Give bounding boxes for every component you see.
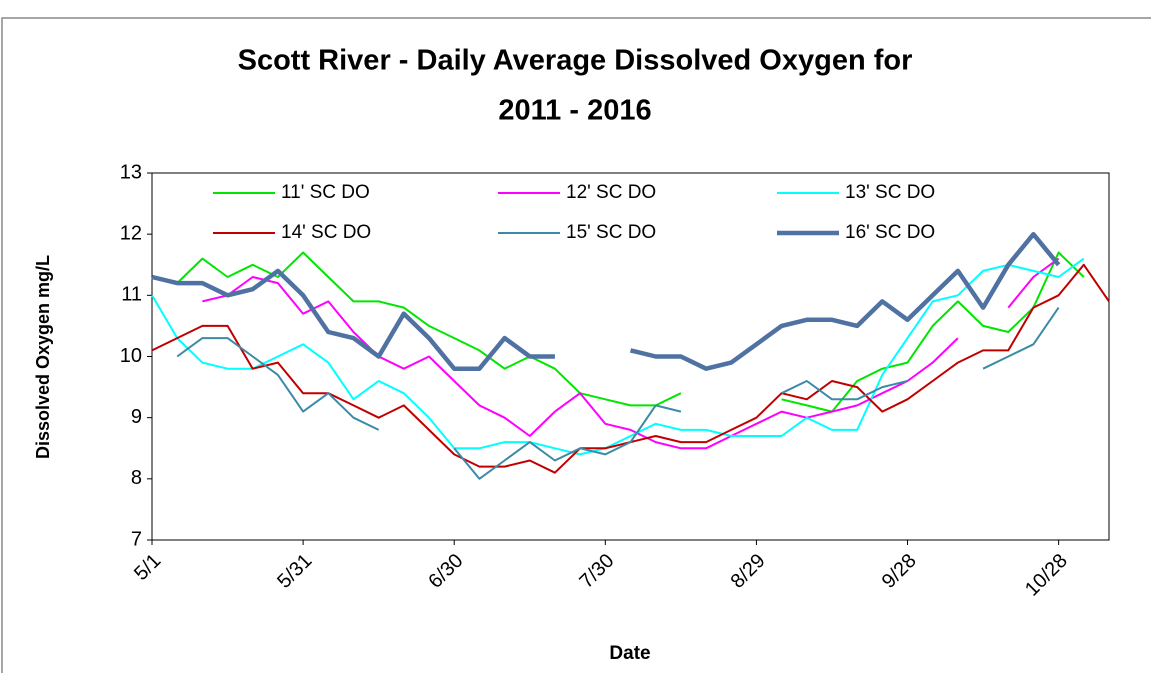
legend-label: 13' SC DO (845, 182, 935, 203)
x-tick-label: 5/1 (130, 550, 165, 585)
chart-title: Scott River - Daily Average Dissolved Ox… (238, 45, 913, 77)
y-tick-label: 12 (120, 222, 142, 244)
y-axis-title: Dissolved Oxygen mg/L (33, 255, 53, 459)
x-tick-label: 5/31 (273, 550, 316, 593)
chart-subtitle: 2011 - 2016 (498, 95, 651, 127)
series-line (982, 307, 1060, 370)
plot-area (151, 172, 1110, 541)
series-line (202, 276, 959, 450)
series-line (453, 404, 682, 480)
y-tick-label: 13 (120, 161, 142, 183)
y-tick-label: 8 (131, 467, 142, 489)
series-line (176, 337, 380, 431)
x-axis-title: Date (609, 643, 650, 664)
legend-label: 11' SC DO (281, 182, 370, 203)
x-tick-label: 9/28 (878, 550, 921, 593)
legend-label: 12' SC DO (566, 182, 656, 203)
series-line (629, 231, 1061, 371)
chart-frame (1, 17, 1151, 673)
series-line (151, 268, 555, 371)
x-tick-label: 6/30 (424, 550, 467, 593)
x-tick-label: 10/28 (1021, 550, 1072, 601)
x-tick-label: 8/29 (727, 550, 770, 593)
series-line (176, 251, 682, 407)
series-line (151, 257, 1085, 456)
legend-label: 16' SC DO (845, 222, 935, 243)
y-tick-label: 9 (131, 406, 142, 428)
series-line (1007, 257, 1060, 309)
legend-label: 14' SC DO (281, 222, 371, 243)
y-tick-label: 10 (120, 345, 142, 367)
series-line (781, 380, 908, 401)
y-tick-label: 7 (131, 528, 142, 550)
x-tick-label: 7/30 (575, 550, 618, 593)
y-tick-label: 11 (121, 284, 142, 306)
legend-label: 15' SC DO (566, 222, 656, 243)
